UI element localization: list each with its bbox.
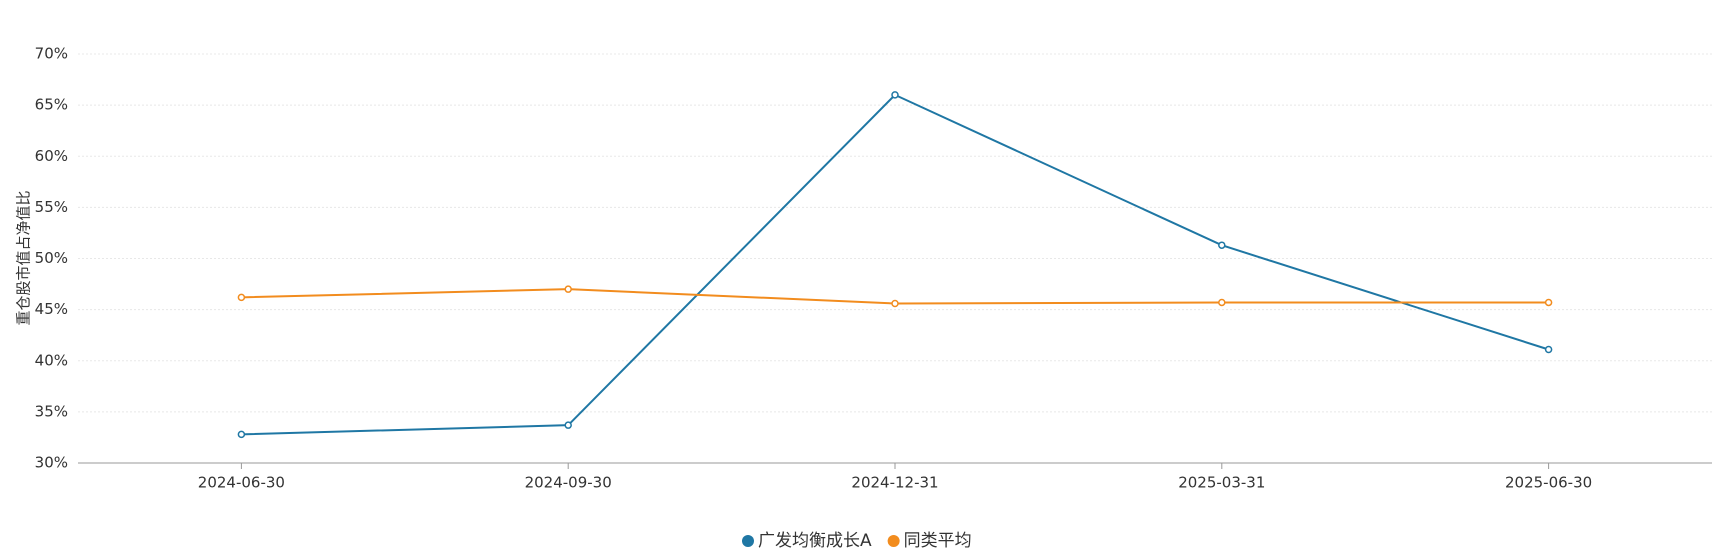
x-tick-label: 2025-03-31 bbox=[1178, 474, 1265, 492]
y-axis-label: 重仓股市值占净值比 bbox=[15, 190, 33, 325]
y-tick-label: 60% bbox=[35, 147, 68, 165]
x-tick-label: 2024-12-31 bbox=[851, 474, 938, 492]
y-tick-label: 35% bbox=[35, 402, 68, 420]
data-point bbox=[237, 293, 246, 302]
y-tick-label: 40% bbox=[35, 351, 68, 369]
data-point bbox=[564, 285, 572, 293]
y-tick-label: 65% bbox=[35, 96, 68, 114]
data-point bbox=[891, 299, 899, 308]
y-tick-label: 50% bbox=[35, 249, 68, 267]
data-point bbox=[237, 430, 246, 439]
x-tick-label: 2025-06-30 bbox=[1505, 474, 1592, 492]
legend-marker bbox=[887, 535, 900, 547]
data-point bbox=[891, 91, 899, 99]
data-point bbox=[1544, 298, 1553, 307]
y-tick-label: 70% bbox=[35, 45, 68, 63]
y-tick-label: 30% bbox=[35, 454, 68, 472]
x-tick-label: 2024-09-30 bbox=[525, 474, 612, 492]
data-point bbox=[564, 421, 572, 429]
x-tick-label: 2024-06-30 bbox=[198, 474, 285, 492]
data-point bbox=[1218, 298, 1226, 307]
data-point bbox=[1544, 345, 1553, 354]
legend-label: 同类平均 bbox=[904, 531, 972, 551]
data-point bbox=[1218, 241, 1226, 249]
y-tick-label: 55% bbox=[35, 198, 68, 216]
y-tick-label: 45% bbox=[35, 300, 68, 318]
series-line bbox=[241, 93, 1549, 436]
legend-label: 广发均衡成长A bbox=[758, 531, 872, 551]
legend-marker bbox=[742, 535, 754, 547]
